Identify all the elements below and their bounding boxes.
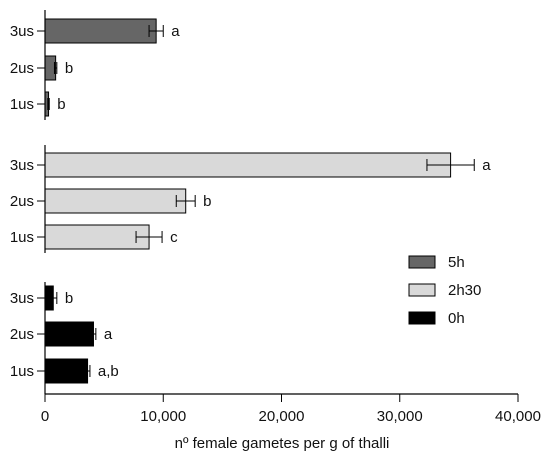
category-label-5h-2us: 2us — [10, 60, 34, 77]
category-label-0h-2us: 2us — [10, 326, 34, 343]
legend-swatch-2h30 — [408, 283, 436, 297]
bar-0h-1us — [44, 358, 89, 384]
x-tick-label: 0 — [41, 408, 49, 425]
category-label-2h30-2us: 2us — [10, 193, 34, 210]
axes-layer: 3us 2us 1us 3us 2us 1us 3us 2us 1us 0 10,000 20,000… — [10, 10, 541, 425]
significance-label-0h-1us: a,b — [98, 363, 119, 380]
bar-2h30-3us — [44, 152, 452, 178]
bar-0h-2us — [44, 321, 94, 347]
category-label-2h30-3us: 3us — [10, 157, 34, 174]
significance-label-5h-1us: b — [57, 96, 65, 113]
legend-swatch-0h — [408, 311, 436, 325]
significance-label-2h30-3us: a — [482, 157, 491, 174]
significance-label-0h-2us: a — [104, 326, 113, 343]
bar-2h30-1us — [44, 224, 150, 250]
legend-label-2h30: 2h30 — [448, 282, 481, 299]
significance-label-0h-3us: b — [65, 290, 73, 307]
bars-layer: a b b a b c b a a,b — [44, 18, 491, 384]
x-tick-label: 10,000 — [140, 408, 186, 425]
legend-swatch-5h — [408, 255, 436, 269]
significance-label-2h30-2us: b — [203, 193, 211, 210]
x-tick-label: 40,000 — [495, 408, 541, 425]
significance-label-5h-3us: a — [171, 23, 180, 40]
legend-label-0h: 0h — [448, 310, 465, 327]
bar-2h30-2us — [44, 188, 187, 214]
x-tick-label: 20,000 — [259, 408, 305, 425]
x-tick-label: 30,000 — [377, 408, 423, 425]
category-label-0h-1us: 1us — [10, 363, 34, 380]
significance-label-5h-2us: b — [65, 60, 73, 77]
bar-5h-3us — [44, 18, 157, 44]
category-label-5h-3us: 3us — [10, 23, 34, 40]
category-label-5h-1us: 1us — [10, 96, 34, 113]
legend: 5h 2h30 0h — [408, 254, 481, 327]
category-label-2h30-1us: 1us — [10, 229, 34, 246]
significance-label-2h30-1us: c — [170, 229, 178, 246]
x-axis-title: nº female gametes per g of thalli — [175, 435, 390, 452]
category-label-0h-3us: 3us — [10, 290, 34, 307]
legend-label-5h: 5h — [448, 254, 465, 271]
